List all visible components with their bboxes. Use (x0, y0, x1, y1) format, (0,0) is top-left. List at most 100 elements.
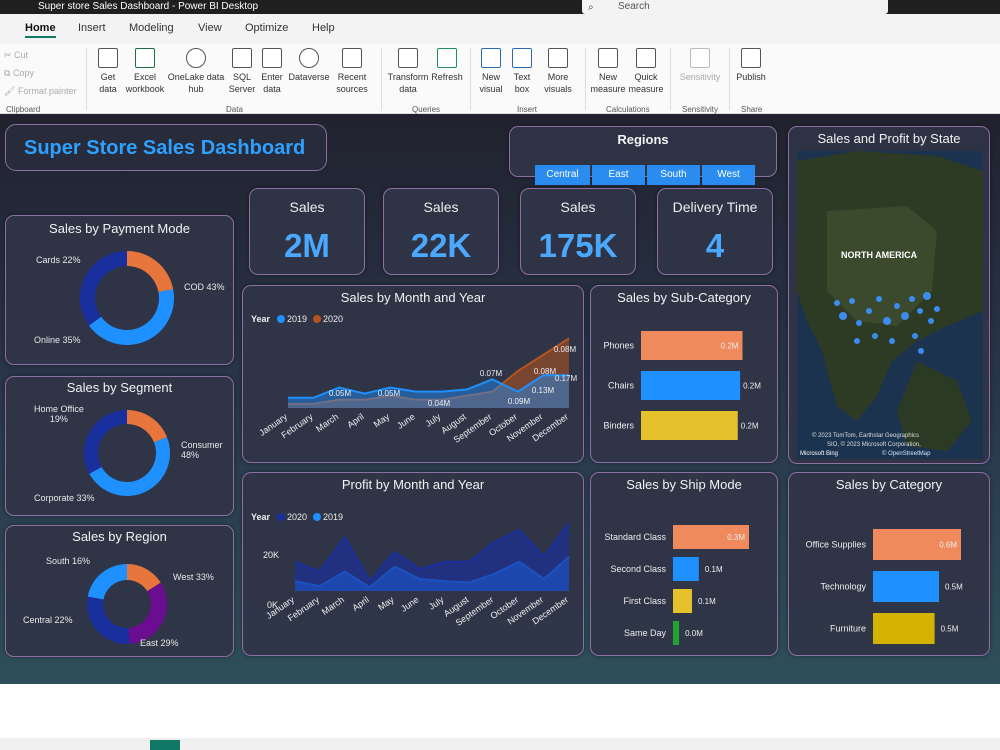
donut-slice[interactable] (88, 289, 174, 345)
data-label: 0.08M (554, 345, 577, 354)
tab-modeling[interactable]: Modeling (129, 22, 174, 34)
ribbon-tabs: Home Insert Modeling View Optimize Help (0, 14, 1000, 44)
area-series-2020[interactable] (295, 522, 569, 591)
group-share: Share (741, 105, 763, 114)
dashboard-title: Super Store Sales Dashboard (24, 137, 306, 159)
slicer-option-west[interactable]: West (702, 165, 755, 185)
map-credit: © 2023 TomTom, Earthstar Geographics (812, 432, 919, 439)
bar[interactable] (673, 589, 692, 613)
data-label: 0.05M (329, 389, 352, 398)
more-visuals-label: More visuals (544, 72, 572, 94)
x-tick-label: May (372, 411, 392, 429)
quick-measure-button[interactable]: Quick measure (627, 48, 665, 95)
bar[interactable] (641, 411, 738, 440)
tab-help[interactable]: Help (312, 22, 335, 34)
legend-marker (277, 513, 285, 521)
new-visual-button[interactable]: New visual (476, 48, 506, 95)
sensitivity-icon (690, 48, 710, 68)
area-series-2020[interactable] (288, 338, 569, 408)
donut-label: COD 43% (184, 282, 225, 292)
bar[interactable] (873, 571, 939, 602)
bar[interactable] (873, 613, 935, 644)
bar[interactable] (641, 331, 743, 360)
new-measure-button[interactable]: New measure (590, 48, 626, 95)
onelake-button[interactable]: OneLake data hub (166, 48, 226, 95)
publish-button[interactable]: Publish (733, 48, 769, 83)
sub-category-bar-chart[interactable]: Phones 0.2M Chairs 0.2M Binders 0.2M (591, 286, 779, 464)
recent-sources-button[interactable]: Recent sources (331, 48, 373, 95)
chart-title: Profit by Month and Year (341, 477, 485, 492)
region-donut[interactable] (6, 526, 235, 658)
separator (381, 48, 382, 110)
enter-data-button[interactable]: Enter data (258, 48, 286, 95)
donut-slice[interactable] (87, 596, 130, 644)
bar[interactable] (673, 621, 680, 645)
bar[interactable] (641, 371, 741, 400)
donut-slice[interactable] (87, 564, 127, 600)
excel-workbook-button[interactable]: Excel workbook (125, 48, 165, 95)
get-data-button[interactable]: Get data (92, 48, 124, 95)
cut-button[interactable]: ✂ Cut (4, 50, 28, 61)
region-card: Sales by Region South 16% West 33% East … (5, 525, 234, 657)
legend-label: 2020 (323, 314, 343, 324)
calculator-icon (598, 48, 618, 68)
tab-insert[interactable]: Insert (78, 22, 106, 34)
bar[interactable] (873, 529, 961, 560)
format-painter-button[interactable]: 🖌 Format painter (4, 86, 76, 97)
data-label: 0.09M (508, 397, 531, 406)
publish-label: Publish (736, 72, 766, 82)
format-painter-label: Format painter (17, 86, 77, 96)
x-tick-label: June (395, 411, 417, 430)
bar-value-label: 0.5M (945, 583, 963, 592)
page-tab[interactable] (150, 740, 180, 750)
transform-data-button[interactable]: Transform data (386, 48, 430, 95)
text-box-icon (512, 48, 532, 68)
bar[interactable] (673, 525, 749, 549)
refresh-button[interactable]: Refresh (430, 48, 464, 83)
text-box-button[interactable]: Text box (508, 48, 536, 95)
separator (670, 48, 671, 110)
legend-marker (313, 513, 321, 521)
segment-card: Sales by Segment Home Office 19% Consume… (5, 376, 234, 516)
legend-title: Year (251, 512, 271, 522)
copy-icon: ⧉ (4, 68, 13, 78)
donut-slice[interactable] (83, 410, 127, 474)
dataverse-label: Dataverse (288, 72, 330, 82)
bar-category-label: Second Class (610, 564, 666, 574)
kpi-card-sales-profit: Sales 175K (520, 188, 636, 275)
segment-donut[interactable] (6, 377, 235, 517)
sql-server-button[interactable]: SQL Server (227, 48, 257, 95)
slicer-option-east[interactable]: East (592, 165, 645, 185)
donut-slice[interactable] (80, 251, 127, 326)
payment-mode-donut[interactable] (6, 216, 235, 366)
donut-slice[interactable] (127, 251, 174, 293)
donut-slice[interactable] (89, 437, 171, 497)
bar-value-label: 0.0M (685, 629, 703, 638)
donut-slice[interactable] (128, 582, 167, 644)
tab-home[interactable]: Home (25, 22, 56, 38)
map-visual[interactable]: NORTH AMERICA © 2023 TomTom, Earthstar G… (797, 151, 983, 459)
legend-label: 2019 (287, 314, 307, 324)
search-box[interactable]: ⌕ Search (582, 0, 888, 14)
tab-optimize[interactable]: Optimize (245, 22, 289, 34)
slicer-option-central[interactable]: Central (535, 165, 590, 185)
category-bar-chart[interactable]: Office Supplies 0.6M Technology 0.5M Furnitu… (789, 473, 991, 657)
copy-button[interactable]: ⧉ Copy (4, 68, 34, 79)
donut-slice[interactable] (127, 410, 167, 443)
legend-marker (313, 315, 321, 323)
tab-view[interactable]: View (198, 22, 222, 34)
line-series-2020 (288, 337, 570, 405)
donut-label: South 16% (46, 556, 91, 566)
group-data: Data (226, 105, 243, 114)
slicer-option-south[interactable]: South (647, 165, 700, 185)
sensitivity-button[interactable]: Sensitivity (675, 48, 725, 83)
donut-slice[interactable] (127, 564, 161, 592)
dataverse-button[interactable]: Dataverse (287, 48, 331, 83)
bar[interactable] (673, 557, 699, 581)
chart-title: Sales by Region (72, 529, 167, 544)
group-insert: Insert (517, 105, 538, 114)
ship-mode-bar-chart[interactable]: Standard Class 0.3M Second Class 0.1M First … (591, 473, 779, 657)
more-visuals-button[interactable]: More visuals (538, 48, 578, 95)
